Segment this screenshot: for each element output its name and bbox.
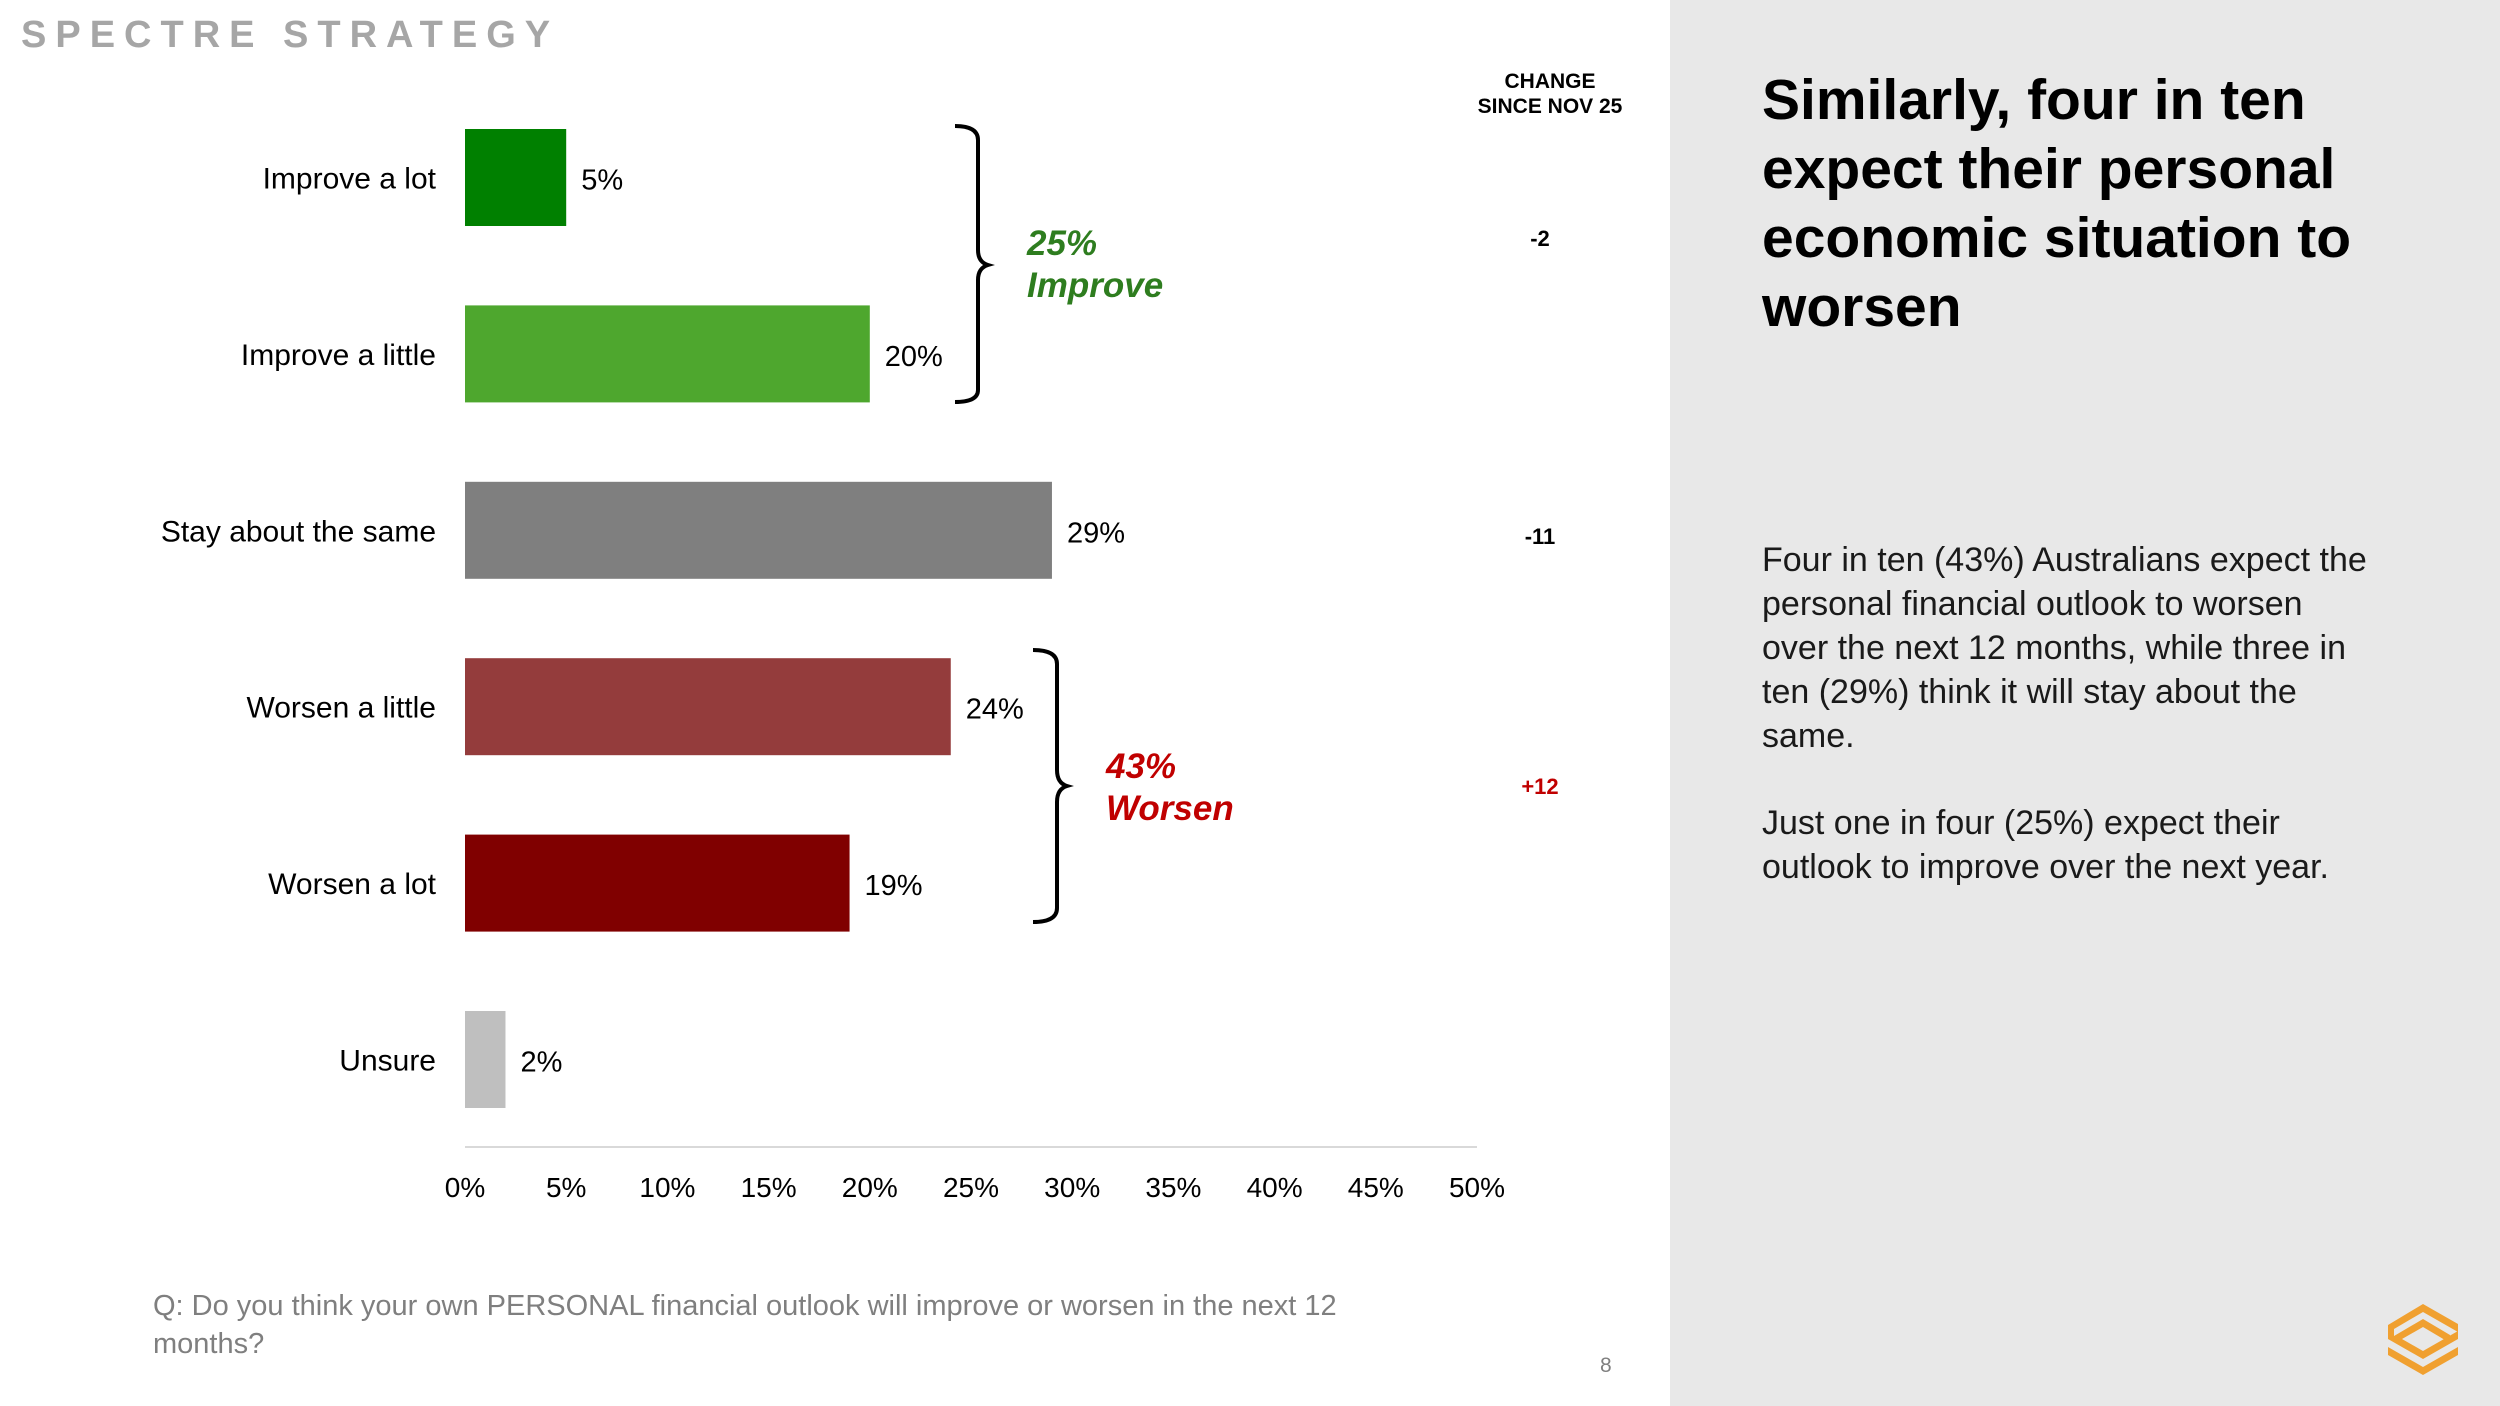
category-label-improve-a-little: Improve a little	[241, 339, 436, 372]
worsen-group-label: Worsen	[1106, 789, 1234, 828]
x-tick-label-20: 20%	[842, 1172, 898, 1203]
worsen-group-bracket	[1032, 648, 1074, 924]
bar-worsen-a-lot	[465, 834, 850, 932]
summary-text: Four in ten (43%) Australians expect the…	[1762, 538, 2372, 932]
summary-panel: Similarly, four in ten expect their pers…	[1670, 0, 2500, 1406]
value-label-improve-a-lot: 5%	[581, 165, 623, 197]
improve-group-value: 25%	[1026, 224, 1097, 263]
x-tick-label-50: 50%	[1449, 1172, 1505, 1203]
summary-paragraph-1: Four in ten (43%) Australians expect the…	[1762, 541, 2367, 755]
improve-group-label: Improve	[1027, 266, 1163, 305]
category-label-stay-about-the-same: Stay about the same	[161, 515, 436, 548]
category-label-unsure: Unsure	[339, 1045, 436, 1078]
brand-logo-text: SPECTRE STRATEGY	[21, 14, 560, 56]
improve-group-bracket	[954, 124, 995, 404]
summary-paragraph-2: Just one in four (25%) expect their outl…	[1762, 804, 2329, 886]
bar-unsure	[465, 1011, 506, 1108]
value-label-worsen-a-little: 24%	[966, 694, 1024, 726]
x-tick-label-25: 25%	[943, 1172, 999, 1203]
x-tick-label-45: 45%	[1348, 1172, 1404, 1203]
headline: Similarly, four in ten expect their pers…	[1762, 68, 2352, 339]
spectre-logo-icon	[2388, 1304, 2458, 1375]
x-tick-label-35: 35%	[1145, 1172, 1201, 1203]
value-label-worsen-a-lot: 19%	[865, 870, 923, 902]
bar-improve-a-lot	[465, 129, 567, 226]
worsen-group-value: 43%	[1105, 747, 1176, 786]
x-tick-label-30: 30%	[1044, 1172, 1100, 1203]
x-tick-label-0: 0%	[445, 1172, 485, 1203]
change-column-header: CHANGE SINCE NOV 25	[1440, 69, 1660, 119]
change-worsen: +12	[1521, 774, 1559, 799]
bar-improve-a-little	[465, 305, 870, 403]
bar-worsen-a-little	[465, 658, 951, 756]
x-tick-label-15: 15%	[741, 1172, 797, 1203]
bar-stay-about-the-same	[465, 481, 1052, 579]
change-header-line1: CHANGE	[1504, 70, 1596, 93]
x-tick-label-40: 40%	[1247, 1172, 1303, 1203]
value-label-unsure: 2%	[520, 1047, 562, 1079]
value-label-improve-a-little: 20%	[885, 341, 943, 373]
value-label-stay-about-the-same: 29%	[1067, 517, 1125, 549]
category-label-worsen-a-little: Worsen a little	[246, 692, 436, 725]
x-tick-label-10: 10%	[639, 1172, 695, 1203]
x-tick-label-5: 5%	[546, 1172, 586, 1203]
page-number: 8	[1600, 1354, 1612, 1377]
category-label-improve-a-lot: Improve a lot	[263, 163, 437, 196]
change-improve: -2	[1530, 226, 1550, 251]
survey-question: Q: Do you think your own PERSONAL financ…	[153, 1290, 1337, 1360]
change-same: -11	[1524, 524, 1556, 549]
category-label-worsen-a-lot: Worsen a lot	[268, 868, 437, 901]
change-header-line2: SINCE NOV 25	[1477, 95, 1623, 118]
bar-chart: Improve a lot 5% Improve a little 20% Stay a…	[161, 124, 1505, 1203]
